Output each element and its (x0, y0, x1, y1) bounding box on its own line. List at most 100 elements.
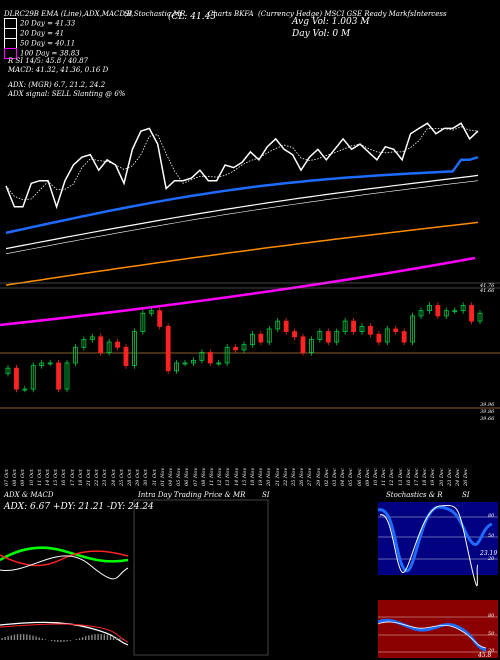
candle-up (418, 310, 424, 317)
date-tick: 23 Dec (446, 468, 453, 486)
date-tick: 22 Oct (94, 469, 101, 486)
date-tick: 18 Dec (422, 468, 429, 486)
date-tick: 04 Nov (168, 467, 174, 486)
candle-down (157, 310, 163, 327)
adx-plus-line (0, 546, 129, 563)
stoch-tick-20: 20 (488, 556, 495, 562)
candle-down (435, 305, 441, 317)
candle-up (224, 346, 230, 364)
macd-signal-line (0, 623, 129, 643)
candle-down (368, 325, 373, 335)
rsi-tick-80: 80 (488, 613, 495, 619)
ema50-line (5, 174, 479, 250)
price-tick-3: 39.96 (480, 402, 495, 408)
candle-up (81, 339, 87, 348)
date-tick: 25 Oct (118, 469, 125, 486)
candle-down (98, 336, 104, 353)
date-tick: 10 Dec (373, 468, 379, 486)
candle-up (73, 346, 78, 364)
lower-panels (0, 499, 498, 660)
candle-down (351, 320, 356, 332)
stoch-title: Stochastics & R (386, 491, 443, 499)
date-tick: 21 Nov (274, 467, 281, 486)
candle-down (393, 328, 399, 332)
candle-up (22, 388, 28, 391)
date-tick: 24 Oct (110, 469, 117, 486)
stoch-tick-80: 80 (488, 513, 495, 519)
candle-up (250, 333, 255, 346)
candle-up (452, 310, 458, 313)
candle-up (89, 336, 95, 340)
candle-up (132, 331, 137, 366)
candle-up (342, 320, 348, 332)
date-tick: 23 Oct (102, 469, 109, 486)
date-tick: 31 Oct (151, 469, 158, 486)
ema-dotted-line (5, 126, 479, 201)
adx-minus-line (0, 550, 129, 567)
price-tick-4: 39.86 (480, 409, 495, 415)
intraday-panel (133, 499, 269, 656)
candle-up (174, 362, 179, 372)
adx-line (0, 555, 129, 580)
ema200-line (0, 256, 476, 327)
candle-down (115, 341, 120, 348)
header-ma: (CL: 41.45 (168, 12, 217, 22)
candle-up (241, 344, 247, 351)
candle-up (410, 315, 415, 343)
legend-label: 20 Day = 41.33 (20, 19, 76, 28)
candle-up (140, 312, 146, 332)
legend-swatch (4, 48, 17, 59)
date-tick: 03 Dec (332, 468, 338, 486)
macd-panel-bg (0, 605, 128, 660)
date-tick: 08 Nov (200, 467, 207, 486)
price-tick-top: 41.76 (480, 283, 495, 289)
ema-layer (0, 122, 500, 327)
intraday-title: Intra Day Trading Price & MR (138, 491, 246, 499)
ema100-line (5, 221, 479, 286)
date-tick: 29 Oct (135, 469, 142, 486)
date-tick: 09 Oct (20, 469, 27, 486)
date-tick: 14 Oct (45, 469, 51, 486)
date-tick: 17 Oct (69, 469, 76, 486)
rsi-tick-20: 20 (488, 648, 495, 654)
date-tick: 08 Oct (12, 469, 19, 486)
header-stoch: SI,Stochastic,MR (124, 10, 186, 18)
candle-down (376, 333, 382, 343)
date-tick: 18 Oct (77, 469, 84, 486)
candle-down (258, 333, 264, 343)
candle-up (199, 352, 205, 361)
price-tick-5: 39.66 (480, 416, 495, 422)
date-tick: 21 Oct (86, 469, 92, 486)
date-tick: 29 Nov (315, 467, 322, 486)
candle-down (56, 362, 61, 390)
date-tick: 28 Oct (127, 469, 133, 486)
legend-label: 100 Day = 38.83 (20, 49, 80, 58)
rsi-line (377, 621, 487, 649)
date-tick: 24 Dec (455, 468, 461, 486)
header-chart-type: Charts BKFA (208, 10, 254, 18)
candle-up (477, 312, 483, 322)
date-tick: 11 Dec (381, 468, 388, 486)
rsi-value: 45.8 (478, 652, 492, 659)
date-tick: 25 Nov (291, 467, 297, 486)
candle-up (460, 305, 466, 312)
ema50-line-lower (5, 180, 479, 255)
legend-label: 50 Day = 40.11 (20, 39, 76, 48)
date-tick: 05 Nov (176, 467, 183, 486)
price-line (5, 122, 479, 210)
legend-label: 20 Day = 41 (20, 29, 65, 38)
candle-up (39, 362, 45, 366)
date-tick: 19 Dec (430, 468, 437, 486)
date-tick: 07 Oct (4, 469, 10, 486)
date-tick: 09 Dec (364, 468, 371, 486)
date-tick: 16 Dec (405, 468, 412, 486)
date-tick: 12 Dec (389, 468, 396, 486)
candle-down (401, 331, 407, 343)
candle-down (469, 305, 474, 322)
macd-readout: MACD: 41.32, 41.36, 0.16 D (8, 66, 109, 74)
date-tick: 13 Dec (397, 468, 404, 486)
candle-layer (0, 302, 500, 409)
macd-line (0, 621, 129, 646)
adx-signal: ADX signal: SELL Slanting @ 6% (8, 90, 126, 98)
candle-down (207, 352, 213, 364)
